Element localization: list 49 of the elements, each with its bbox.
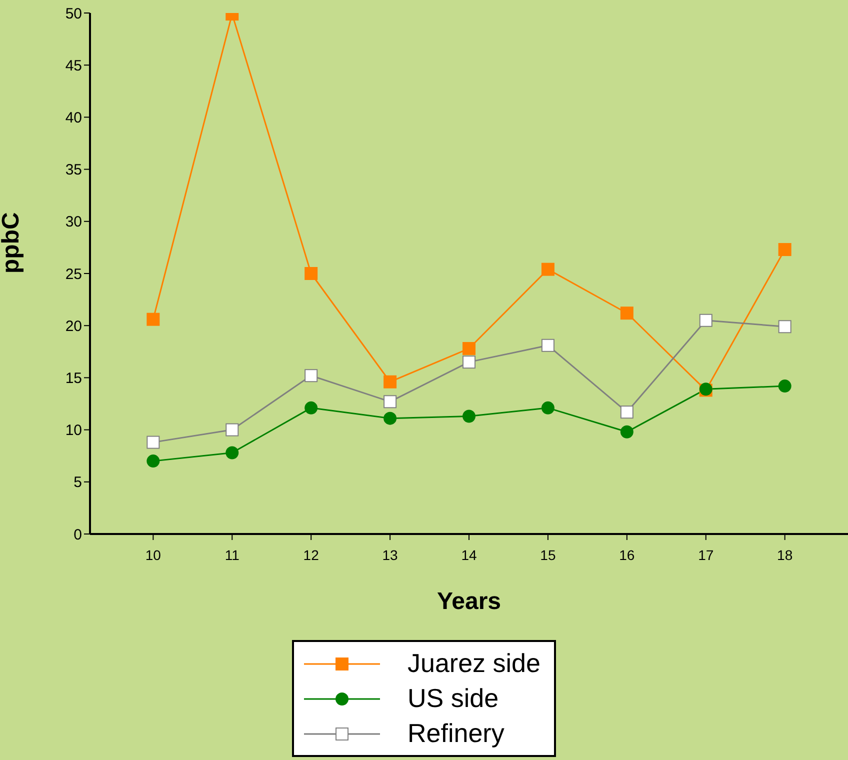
point bbox=[462, 410, 476, 423]
y-tick-label: 15 bbox=[65, 370, 82, 388]
point bbox=[304, 369, 318, 382]
y-tick-label: 10 bbox=[65, 422, 82, 440]
point bbox=[146, 312, 160, 326]
point bbox=[699, 314, 712, 327]
x-tick-label: 10 bbox=[145, 546, 162, 563]
legend-label: Juarez side bbox=[408, 648, 540, 679]
point bbox=[541, 262, 554, 276]
point bbox=[146, 454, 160, 468]
y-axis-title: ppbC bbox=[0, 212, 25, 274]
y-tick-label: 45 bbox=[65, 57, 82, 74]
point bbox=[146, 436, 160, 449]
point bbox=[778, 320, 792, 334]
y-tick-label: 5 bbox=[74, 474, 82, 492]
x-tick-label: 12 bbox=[303, 546, 320, 563]
y-tick-label: 20 bbox=[65, 318, 82, 335]
point bbox=[384, 375, 397, 388]
x-axis-title: Years bbox=[436, 588, 502, 616]
point bbox=[778, 380, 792, 393]
y-tick-label: 40 bbox=[65, 110, 82, 127]
x-tick-label: 11 bbox=[224, 546, 240, 563]
point bbox=[226, 423, 239, 436]
point bbox=[620, 425, 634, 438]
point bbox=[462, 342, 476, 356]
point bbox=[541, 338, 554, 352]
point bbox=[620, 306, 634, 320]
x-tick-label: 17 bbox=[698, 546, 714, 563]
legend-label: US side bbox=[408, 683, 499, 714]
x-tick-label: 13 bbox=[382, 546, 398, 563]
x-tick-label: 14 bbox=[461, 546, 477, 563]
point bbox=[384, 395, 397, 408]
x-tick-label: 16 bbox=[619, 546, 635, 563]
point bbox=[620, 406, 634, 419]
y-tick-label: 30 bbox=[65, 214, 82, 231]
point bbox=[384, 412, 397, 425]
legend-label: Refinery bbox=[408, 718, 504, 749]
point bbox=[304, 401, 318, 414]
x-tick-label: 15 bbox=[540, 546, 556, 563]
point bbox=[778, 243, 792, 256]
y-tick-label: 25 bbox=[65, 266, 82, 283]
y-tick-label: 35 bbox=[65, 162, 82, 179]
y-tick-label: 0 bbox=[74, 526, 82, 544]
point bbox=[304, 267, 318, 280]
point bbox=[462, 356, 476, 369]
y-tick-label: 50 bbox=[65, 5, 82, 22]
point bbox=[226, 446, 239, 460]
x-tick-label: 18 bbox=[777, 546, 793, 563]
point bbox=[541, 401, 554, 414]
